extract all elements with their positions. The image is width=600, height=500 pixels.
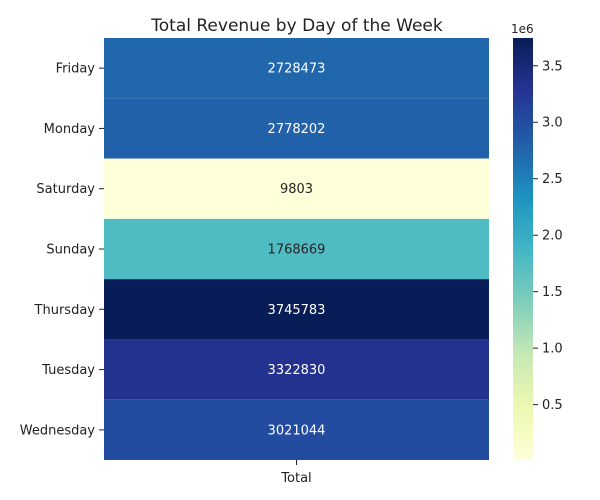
chart-title: Total Revenue by Day of the Week [150, 16, 443, 36]
cell-value-label: 2728473 [268, 62, 326, 77]
cell-value-label: 9803 [280, 182, 313, 197]
colorbar-tick-label: 2.0 [542, 229, 563, 244]
colorbar-tick-label: 2.5 [542, 172, 563, 187]
colorbar-tick-label: 3.0 [542, 116, 563, 131]
cell-value-label: 3745783 [268, 303, 326, 318]
cell-value-label: 1768669 [268, 243, 326, 258]
heatmap-cell [104, 339, 489, 400]
row-labels: Friday Monday Saturday Sunday Thursday Tuesda… [20, 62, 104, 438]
heatmap-cell [104, 399, 489, 460]
heatmap-cells: 2728473 2778202 9803 1768669 3745783 3322830 3… [104, 38, 489, 460]
heatmap-cell [104, 158, 489, 219]
row-label: Saturday [36, 182, 95, 197]
row-label: Wednesday [20, 423, 96, 438]
cell-value-label: 3021044 [268, 423, 326, 438]
row-label: Sunday [46, 243, 95, 258]
column-labels: Total [280, 460, 312, 486]
row-label: Tuesday [41, 363, 95, 378]
heatmap-cell [104, 38, 489, 99]
colorbar-gradient [513, 38, 533, 460]
colorbar-ticks: 0.5 1.0 1.5 2.0 2.5 3.0 3.5 [533, 59, 563, 413]
heatmap-cell [104, 218, 489, 280]
colorbar-tick-label: 1.5 [542, 285, 563, 300]
colorbar-tick-label: 1.0 [542, 342, 563, 357]
cell-value-label: 2778202 [268, 122, 326, 137]
heatmap-cell [104, 279, 489, 340]
colorbar-tick-label: 0.5 [542, 398, 563, 413]
colorbar-multiplier: 1e6 [511, 22, 534, 36]
row-label: Friday [56, 62, 96, 77]
row-label: Thursday [34, 303, 96, 318]
cell-value-label: 3322830 [268, 363, 326, 378]
colorbar: 1e6 0.5 1.0 1.5 2.0 2.5 3.0 3.5 [511, 22, 563, 460]
column-label: Total [280, 471, 311, 486]
colorbar-tick-label: 3.5 [542, 59, 563, 74]
row-label: Monday [44, 122, 96, 137]
heatmap-cell [104, 98, 489, 159]
